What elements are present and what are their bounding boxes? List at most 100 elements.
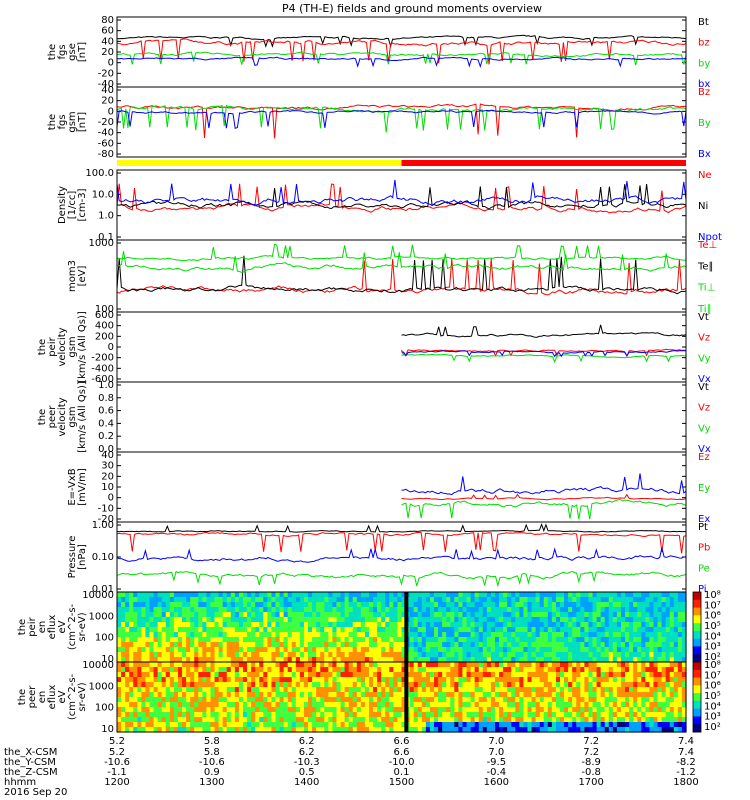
- heatmap-cell: [332, 592, 338, 598]
- heatmap-cell: [222, 602, 228, 608]
- heatmap-cell: [417, 607, 423, 613]
- heatmap-cell: [206, 682, 212, 688]
- heatmap-cell: [592, 607, 598, 613]
- heatmap-cell: [503, 672, 508, 678]
- heatmap-cell: [555, 722, 561, 728]
- legend-entry: Ey: [698, 483, 710, 494]
- heatmap-cell: [641, 707, 646, 713]
- legend-entry: Te∥: [697, 261, 714, 272]
- heatmap-cell: [177, 632, 183, 638]
- heatmap-cell: [324, 617, 329, 623]
- heatmap-cell: [543, 627, 549, 633]
- heatmap-cell: [539, 712, 545, 718]
- heatmap-cell: [637, 592, 642, 598]
- heatmap-cell: [153, 727, 159, 733]
- heatmap-cell: [470, 622, 476, 628]
- heatmap-cell: [584, 612, 590, 618]
- heatmap-cell: [381, 697, 386, 703]
- panel-5: thepeervelocitygsm[km/s (All Qs)] 1.00.80…: [37, 380, 711, 455]
- heatmap-cell: [539, 727, 545, 733]
- heatmap-cell: [275, 667, 281, 673]
- heatmap-cell: [482, 617, 488, 623]
- x-tick-label: 7.0: [488, 736, 504, 747]
- heatmap-cell: [466, 667, 472, 673]
- heatmap-cell: [190, 717, 195, 723]
- legend-entry: bz: [698, 38, 710, 49]
- heatmap-cell: [669, 652, 675, 658]
- heatmap-cell: [368, 717, 374, 723]
- heatmap-cell: [511, 597, 516, 603]
- heatmap-cell: [421, 612, 427, 618]
- heatmap-cell: [555, 697, 561, 703]
- heatmap-cell: [194, 637, 199, 643]
- heatmap-cell: [507, 597, 512, 603]
- heatmap-cell: [434, 712, 439, 718]
- heatmap-cell: [584, 672, 590, 678]
- heatmap-cell: [153, 652, 159, 658]
- heatmap-cell: [429, 677, 435, 683]
- heatmap-cell: [234, 667, 240, 673]
- heatmap-cell: [336, 647, 342, 653]
- heatmap-cell: [486, 632, 492, 638]
- heatmap-cell: [222, 672, 228, 678]
- heatmap-cell: [633, 707, 638, 713]
- heatmap-cell: [677, 702, 683, 708]
- heatmap-cell: [198, 607, 203, 613]
- heatmap-cell: [490, 692, 496, 698]
- heatmap-cell: [564, 592, 569, 598]
- heatmap-cell: [531, 642, 537, 648]
- heatmap-cell: [572, 667, 577, 673]
- heatmap-cell: [458, 642, 464, 648]
- legend-entry: Ni: [698, 201, 708, 212]
- heatmap-cell: [356, 697, 362, 703]
- heatmap-cell: [206, 612, 212, 618]
- heatmap-cell: [360, 617, 366, 623]
- heatmap-cell: [291, 682, 297, 688]
- heatmap-cell: [539, 627, 545, 633]
- heatmap-cell: [503, 627, 508, 633]
- heatmap-cell: [271, 717, 277, 723]
- heatmap-cell: [340, 702, 346, 708]
- heatmap-cell: [458, 687, 464, 693]
- heatmap-cell: [466, 722, 472, 728]
- heatmap-cell: [255, 617, 260, 623]
- heatmap-cell: [572, 607, 577, 613]
- heatmap-cell: [275, 727, 281, 733]
- heatmap-cell: [194, 607, 199, 613]
- heatmap-cell: [608, 682, 614, 688]
- heatmap-cell: [299, 712, 305, 718]
- heatmap-cell: [133, 592, 138, 598]
- heatmap-cell: [519, 642, 525, 648]
- heatmap-cell: [316, 697, 321, 703]
- heatmap-cell: [511, 642, 516, 648]
- heatmap-cell: [348, 697, 354, 703]
- heatmap-cell: [348, 687, 354, 693]
- heatmap-cell: [291, 627, 297, 633]
- heatmap-cell: [543, 692, 549, 698]
- heatmap-cell: [177, 712, 183, 718]
- heatmap-cell: [450, 647, 455, 653]
- heatmap-cell: [340, 632, 346, 638]
- heatmap-cell: [381, 652, 386, 658]
- heatmap-cell: [470, 602, 476, 608]
- heatmap-cell: [340, 687, 346, 693]
- heatmap-cell: [649, 607, 655, 613]
- heatmap-cell: [389, 657, 394, 663]
- heatmap-cell: [653, 672, 659, 678]
- heatmap-cell: [429, 682, 435, 688]
- heatmap-cell: [462, 632, 468, 638]
- heatmap-cell: [673, 637, 679, 643]
- heatmap-cell: [580, 612, 585, 618]
- heatmap-cell: [198, 612, 203, 618]
- heatmap-cell: [141, 642, 147, 648]
- heatmap-cell: [629, 667, 634, 673]
- heatmap-cell: [177, 687, 183, 693]
- heatmap-cell: [535, 727, 541, 733]
- heatmap-cell: [568, 607, 573, 613]
- heatmap-cell: [242, 717, 248, 723]
- heatmap-cell: [515, 707, 520, 713]
- heatmap-cell: [259, 632, 264, 638]
- heatmap-cell: [413, 722, 419, 728]
- heatmap-cell: [584, 602, 590, 608]
